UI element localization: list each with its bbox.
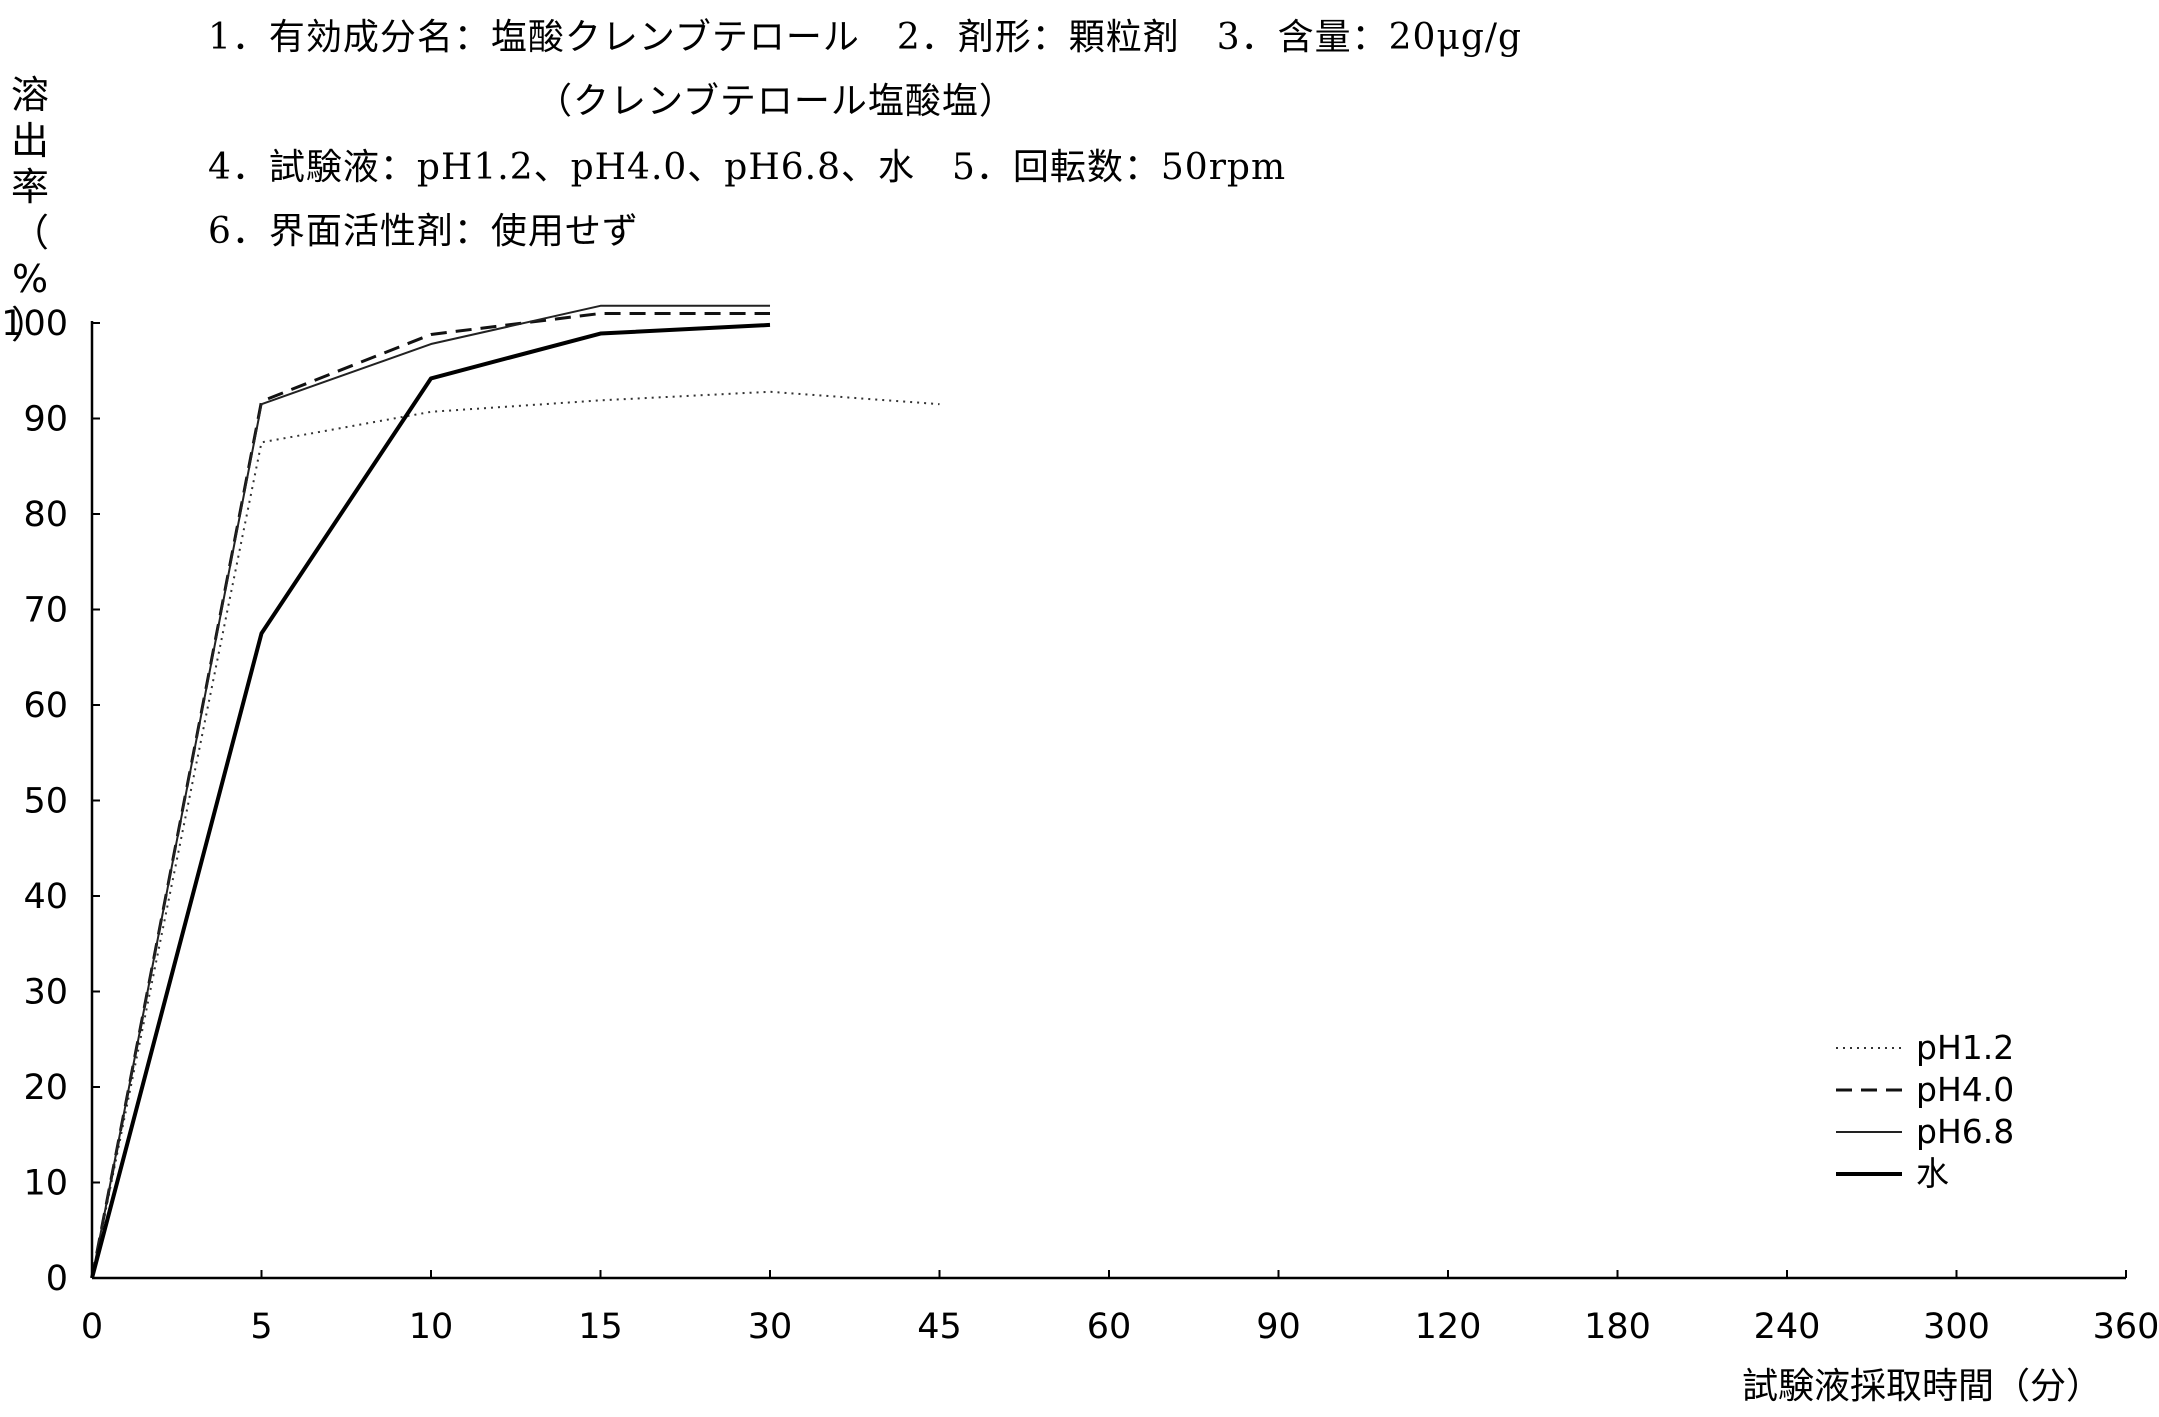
y-axis-title-char: 出 bbox=[10, 119, 49, 163]
x-tick-label: 120 bbox=[1415, 1307, 1482, 1347]
legend-label: pH4.0 bbox=[1916, 1070, 2014, 1109]
y-tick-label: 100 bbox=[1, 304, 68, 344]
x-tick-label: 5 bbox=[250, 1307, 272, 1347]
x-tick-label: 180 bbox=[1584, 1307, 1651, 1347]
x-tick-label: 300 bbox=[1923, 1307, 1990, 1347]
x-tick-label: 60 bbox=[1087, 1307, 1132, 1347]
y-axis-title-char: ） bbox=[10, 303, 49, 347]
y-axis-title-char: （ bbox=[10, 211, 49, 255]
x-tick-label: 90 bbox=[1256, 1307, 1301, 1347]
x-tick-label: 30 bbox=[748, 1307, 793, 1347]
y-axis-title-char: 溶 bbox=[10, 73, 49, 117]
y-axis-title-char: 率 bbox=[10, 165, 49, 209]
y-tick-label: 40 bbox=[23, 877, 68, 917]
y-axis-title-char: % bbox=[11, 257, 49, 301]
series-line-pH6.8 bbox=[91, 304, 770, 1279]
series-line-pH1.2 bbox=[91, 390, 940, 1279]
x-tick-label: 15 bbox=[578, 1307, 623, 1347]
series-line-水 bbox=[90, 322, 771, 1279]
x-tick-label: 240 bbox=[1754, 1307, 1821, 1347]
y-tick-label: 90 bbox=[23, 400, 68, 440]
y-axis-title: 溶出率（%） bbox=[8, 72, 52, 348]
y-tick-label: 30 bbox=[23, 973, 68, 1013]
x-tick-label: 360 bbox=[2093, 1307, 2159, 1347]
legend-label: pH6.8 bbox=[1916, 1112, 2014, 1151]
y-tick-label: 50 bbox=[23, 782, 68, 822]
y-tick-label: 0 bbox=[46, 1259, 68, 1299]
series-line-pH4.0 bbox=[90, 311, 770, 1279]
header-line-4: 6．界面活性剤：使用せず bbox=[208, 211, 639, 252]
x-tick-label: 10 bbox=[409, 1307, 454, 1347]
y-tick-label: 20 bbox=[23, 1068, 68, 1108]
y-tick-label: 10 bbox=[23, 1164, 68, 1204]
y-tick-label: 60 bbox=[23, 686, 68, 726]
legend-label: pH1.2 bbox=[1916, 1028, 2014, 1067]
x-axis-title: 試験液採取時間（分） bbox=[1742, 1366, 2102, 1407]
header-line-2: （クレンブテロール塩酸塩） bbox=[536, 81, 1016, 122]
legend-label: 水 bbox=[1916, 1154, 1949, 1193]
x-tick-label: 0 bbox=[81, 1307, 103, 1347]
x-tick-label: 45 bbox=[917, 1307, 962, 1347]
header-line-3: 4．試験液：pH1.2、pH4.0、pH6.8、水 5．回転数：50rpm bbox=[208, 147, 1287, 188]
y-tick-label: 70 bbox=[23, 591, 68, 631]
header-line-1: 1．有効成分名：塩酸クレンブテロール 2．剤形：顆粒剤 3．含量：20μg/g bbox=[208, 17, 1523, 58]
y-tick-label: 80 bbox=[23, 495, 68, 535]
